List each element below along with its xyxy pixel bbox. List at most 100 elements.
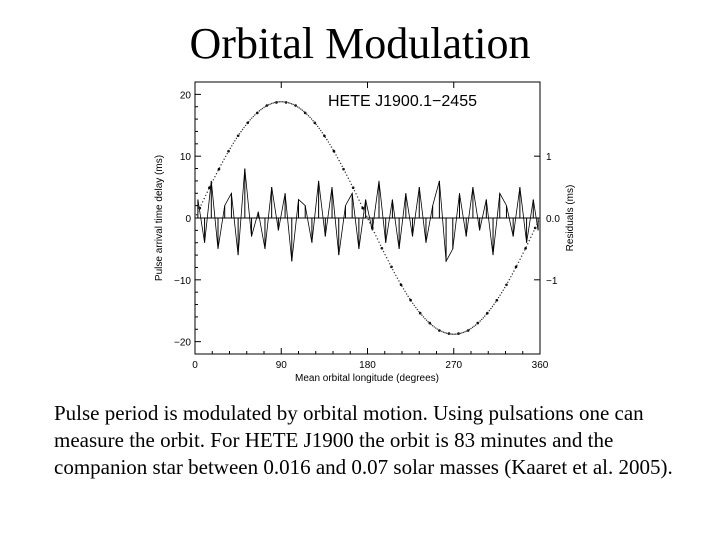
model-dot bbox=[318, 127, 320, 130]
model-dot bbox=[516, 264, 518, 266]
slide-title: Orbital Modulation bbox=[189, 19, 531, 68]
model-dot bbox=[523, 249, 526, 251]
model-dot bbox=[473, 325, 475, 328]
model-dot bbox=[320, 129, 322, 132]
model-dot bbox=[321, 132, 323, 134]
model-dot bbox=[366, 215, 368, 218]
model-dot bbox=[323, 134, 325, 136]
model-dot bbox=[301, 109, 304, 111]
model-dot bbox=[396, 277, 399, 279]
y-tick-label: 0 bbox=[185, 214, 191, 225]
model-dot bbox=[306, 113, 308, 115]
model-dot bbox=[513, 270, 515, 272]
model-dot bbox=[283, 101, 285, 103]
model-dot bbox=[419, 312, 422, 315]
model-dot bbox=[504, 286, 506, 289]
model-dot bbox=[379, 244, 382, 247]
model-dot bbox=[476, 323, 478, 325]
model-dot bbox=[454, 333, 457, 335]
delay-point bbox=[524, 246, 527, 250]
model-dot bbox=[493, 303, 495, 306]
model-dot bbox=[413, 304, 415, 307]
model-dot bbox=[198, 207, 201, 209]
model-dot bbox=[402, 288, 405, 290]
model-dot bbox=[347, 177, 350, 179]
model-dot bbox=[436, 328, 438, 330]
model-dot bbox=[404, 290, 406, 293]
model-dot bbox=[425, 319, 428, 321]
model-dot bbox=[522, 252, 524, 254]
model-dot bbox=[197, 210, 199, 213]
model-dot bbox=[418, 310, 420, 313]
model-dot bbox=[477, 321, 480, 324]
model-dot bbox=[438, 329, 440, 331]
model-dot bbox=[421, 314, 423, 316]
model-dot bbox=[274, 101, 276, 104]
y2-tick-label: 1 bbox=[546, 152, 552, 163]
model-dot bbox=[316, 125, 319, 128]
model-dot bbox=[510, 276, 512, 278]
model-dot bbox=[232, 142, 235, 144]
model-dot bbox=[243, 126, 245, 129]
model-dot bbox=[496, 299, 498, 301]
model-dot bbox=[201, 201, 204, 203]
model-dot bbox=[499, 294, 501, 296]
model-dot bbox=[441, 330, 443, 333]
model-dot bbox=[303, 110, 305, 113]
model-dot bbox=[536, 223, 538, 226]
model-dot bbox=[277, 101, 279, 103]
model-dot bbox=[372, 228, 374, 231]
model-dot bbox=[442, 331, 445, 333]
model-dot bbox=[346, 174, 348, 176]
model-dot bbox=[221, 161, 224, 163]
x-tick-label: 270 bbox=[445, 360, 462, 371]
chart-title: HETE J1900.1−2455 bbox=[328, 93, 477, 110]
model-dot bbox=[335, 154, 337, 156]
model-dot bbox=[362, 209, 365, 211]
model-dot bbox=[212, 179, 215, 181]
model-dot bbox=[195, 214, 198, 216]
model-dot bbox=[289, 102, 291, 104]
y-tick-label: −20 bbox=[174, 338, 191, 349]
model-dot bbox=[384, 253, 386, 256]
model-dot bbox=[209, 185, 212, 187]
x-axis-label: Mean orbital longitude (degrees) bbox=[295, 373, 439, 384]
model-dot bbox=[284, 101, 287, 103]
model-dot bbox=[474, 324, 477, 326]
model-dot bbox=[241, 128, 244, 131]
model-dot bbox=[214, 176, 216, 178]
model-dot bbox=[356, 196, 359, 198]
model-dot bbox=[459, 332, 461, 335]
y-tick-label: −10 bbox=[174, 276, 191, 287]
model-dot bbox=[255, 112, 258, 115]
model-dot bbox=[261, 107, 264, 110]
model-dot bbox=[329, 143, 331, 146]
model-dot bbox=[220, 164, 222, 166]
model-dot bbox=[485, 313, 488, 316]
model-dot bbox=[444, 332, 446, 334]
model-dot bbox=[226, 152, 228, 155]
model-dot bbox=[203, 197, 205, 200]
model-dot bbox=[218, 167, 221, 169]
model-dot bbox=[530, 236, 532, 239]
model-dot bbox=[290, 103, 293, 105]
model-dot bbox=[359, 202, 362, 205]
model-dot bbox=[326, 138, 328, 141]
model-dot bbox=[527, 243, 529, 245]
model-dot bbox=[344, 171, 346, 173]
model-dot bbox=[461, 332, 463, 334]
model-dot bbox=[479, 320, 481, 322]
model-dot bbox=[367, 218, 369, 221]
model-dot bbox=[468, 328, 471, 331]
delay-point bbox=[514, 265, 518, 269]
model-dot bbox=[428, 322, 431, 324]
model-dot bbox=[427, 321, 429, 323]
model-dot bbox=[228, 150, 230, 152]
model-dot bbox=[339, 162, 342, 165]
model-dot bbox=[341, 165, 343, 168]
model-dot bbox=[206, 191, 208, 193]
y-tick-label: 20 bbox=[180, 90, 192, 101]
model-dot bbox=[252, 115, 254, 118]
model-dot bbox=[260, 108, 262, 111]
delay-point bbox=[208, 186, 211, 190]
